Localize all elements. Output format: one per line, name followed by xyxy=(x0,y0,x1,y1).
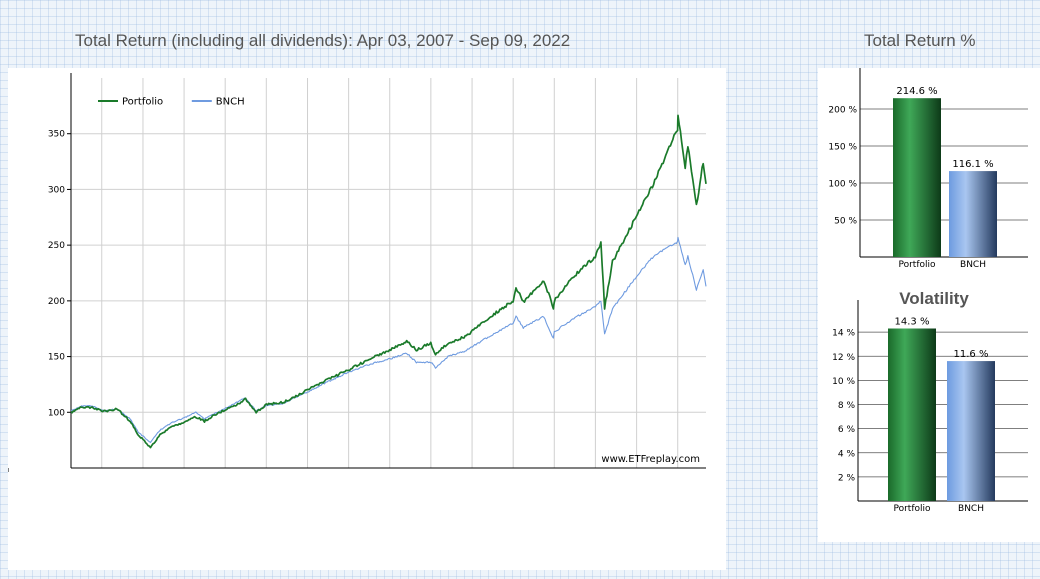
y-tick-label: 300 xyxy=(48,185,65,195)
y-tick-label: 8 % xyxy=(838,401,856,411)
bar-value-label: 14.3 % xyxy=(895,317,930,328)
y-tick-label: 2 % xyxy=(838,473,856,483)
legend-label: BNCH xyxy=(216,97,245,108)
y-tick-label: 100 % xyxy=(828,180,857,190)
bar-portfolio xyxy=(893,98,941,257)
y-tick-label: 6 % xyxy=(838,425,856,435)
bar-value-label: 11.6 % xyxy=(954,349,989,360)
y-tick-label: 150 % xyxy=(828,143,857,153)
y-tick-label: 200 xyxy=(48,297,65,307)
legend-label: Portfolio xyxy=(122,97,163,108)
y-tick-label: 100 xyxy=(48,408,65,418)
main-chart-title: Total Return (including all dividends): … xyxy=(75,31,571,50)
bar-bnch xyxy=(947,361,995,501)
watermark: www.ETFreplay.com xyxy=(601,454,700,465)
chart-title: Volatility xyxy=(899,289,969,308)
x-category-label: BNCH xyxy=(958,504,984,514)
y-tick-label: 50 % xyxy=(834,217,857,227)
y-tick-label: 12 % xyxy=(832,353,855,363)
x-category-label: Portfolio xyxy=(898,260,936,270)
y-tick-label: 250 xyxy=(48,241,65,251)
total-return-title: Total Return % xyxy=(864,31,976,50)
bar-bnch xyxy=(949,171,997,257)
total-return-bar-svg: 50 % 100 % 150 % 200 % 214.6 % Portfolio 116.1… xyxy=(828,68,1028,270)
y-tick-label: 150 xyxy=(48,353,65,363)
y-tick-label: 200 % xyxy=(828,106,857,116)
volatility-bar-chart: Volatility 2 % 4 % 6 % 8 % 10 % 12 % 14 % 14.3 %… xyxy=(818,280,1040,542)
series-line-bnch xyxy=(70,236,707,443)
y-tick-label: 350 xyxy=(48,130,65,140)
total-return-bar-chart: 50 % 100 % 150 % 200 % 214.6 % Portfolio 116.1… xyxy=(818,68,1040,280)
x-category-label: BNCH xyxy=(960,260,986,270)
line-chart-svg: 100150200250300350Jan-01-2010Jan-01-2013… xyxy=(8,73,707,478)
total-return-line-chart: 100150200250300350Jan-01-2010Jan-01-2013… xyxy=(8,68,726,570)
bar-portfolio xyxy=(888,328,936,501)
x-category-label: Portfolio xyxy=(893,504,931,514)
y-tick-label: 4 % xyxy=(838,449,856,459)
series-line-portfolio xyxy=(70,114,707,449)
volatility-bar-svg: Volatility 2 % 4 % 6 % 8 % 10 % 12 % 14 % 14.3 %… xyxy=(832,289,1028,514)
bar-value-label: 214.6 % xyxy=(896,86,937,97)
y-tick-label: 14 % xyxy=(832,329,855,339)
bar-value-label: 116.1 % xyxy=(952,159,993,170)
y-tick-label: 10 % xyxy=(832,377,855,387)
